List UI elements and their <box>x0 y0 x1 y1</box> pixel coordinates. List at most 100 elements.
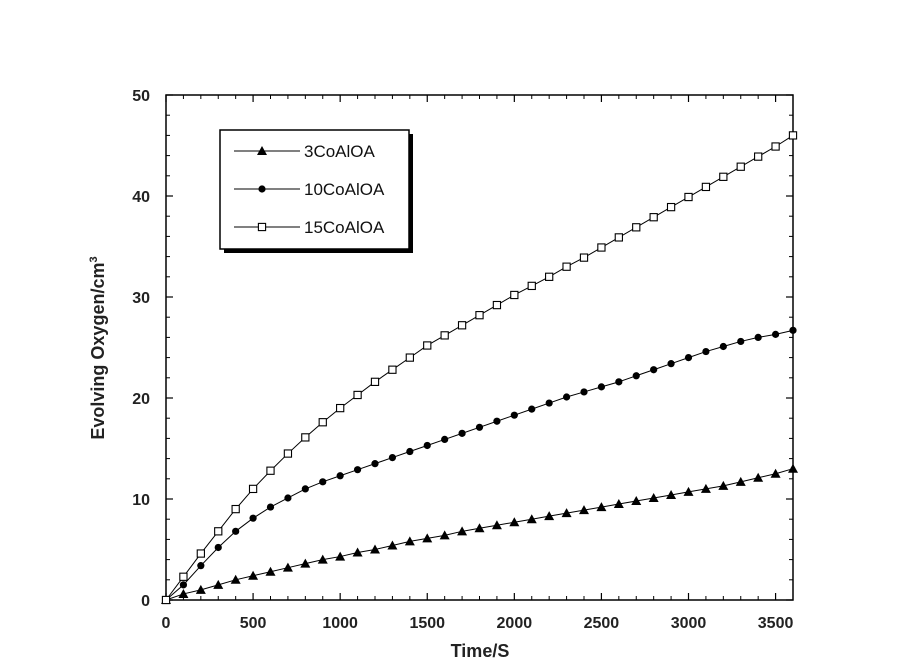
series-3CoAlOA <box>161 463 798 604</box>
data-point <box>648 492 659 502</box>
x-tick-label: 2500 <box>584 615 620 632</box>
data-point <box>789 326 797 334</box>
data-point <box>336 472 344 480</box>
x-tick-label: 3000 <box>671 615 707 632</box>
y-axis-title-main: Evolving Oxygen/cm <box>88 263 108 440</box>
data-point <box>509 517 520 527</box>
data-point <box>231 504 240 514</box>
data-point <box>265 566 276 576</box>
data-point <box>510 411 518 419</box>
data-point <box>545 399 553 407</box>
data-point <box>249 514 257 522</box>
data-point <box>214 527 223 536</box>
data-point <box>406 447 414 456</box>
series-15CoAlOA <box>161 131 798 605</box>
y-tick-label: 30 <box>132 290 150 307</box>
data-point <box>232 527 240 535</box>
data-point <box>631 496 642 506</box>
data-point <box>632 223 641 232</box>
data-point <box>719 172 728 181</box>
data-point <box>753 472 764 482</box>
legend-item: 3CoAlOA <box>234 142 376 161</box>
x-tick-label: 500 <box>240 615 267 632</box>
data-point <box>667 360 675 368</box>
data-point <box>300 558 311 568</box>
data-point <box>230 574 241 584</box>
data-point <box>283 449 293 458</box>
y-tick-label: 0 <box>141 593 150 610</box>
data-point <box>493 417 501 425</box>
data-point <box>544 511 555 521</box>
data-point <box>457 321 467 330</box>
data-point <box>317 554 328 564</box>
data-point <box>597 383 606 391</box>
series-layer <box>161 131 798 605</box>
data-point <box>248 570 259 580</box>
data-point <box>284 494 292 502</box>
data-point <box>491 520 502 530</box>
data-point <box>492 300 502 310</box>
data-point <box>528 405 536 413</box>
data-point <box>422 533 433 543</box>
data-point <box>666 202 676 212</box>
data-point <box>579 253 589 262</box>
data-point <box>388 365 397 374</box>
data-point <box>370 377 380 386</box>
legend-label: 3CoAlOA <box>304 142 376 161</box>
data-point <box>301 433 310 442</box>
data-point <box>613 499 624 509</box>
data-point <box>335 551 346 561</box>
legend: 3CoAlOA 10CoAlOA 15CoAlOA <box>219 129 413 253</box>
legend-item: 15CoAlOA <box>234 218 385 237</box>
data-point <box>754 333 762 341</box>
data-point <box>527 281 536 291</box>
data-point <box>545 272 554 281</box>
data-point <box>282 562 293 572</box>
data-point <box>788 463 798 473</box>
data-point <box>719 342 727 351</box>
y-tick-label: 10 <box>132 492 150 509</box>
data-point <box>684 354 693 362</box>
data-point <box>179 572 188 581</box>
data-point <box>562 262 571 271</box>
data-point <box>701 182 711 192</box>
data-point <box>700 483 711 493</box>
data-point <box>649 213 658 222</box>
data-point <box>195 584 206 594</box>
legend-label: 10CoAlOA <box>304 180 385 199</box>
data-point <box>404 536 415 546</box>
data-point <box>754 152 763 161</box>
data-point <box>179 581 188 589</box>
data-point <box>387 540 398 550</box>
x-axis-title: Time/S <box>451 641 510 661</box>
data-point <box>737 337 745 346</box>
data-point <box>770 468 781 478</box>
data-point <box>788 131 798 140</box>
data-point <box>579 505 589 515</box>
y-tick-label: 50 <box>132 88 150 105</box>
data-point <box>353 466 362 474</box>
data-point <box>684 192 693 202</box>
y-axis-title: Evolving Oxygen/cm3 <box>88 256 108 439</box>
data-point <box>441 435 449 444</box>
data-point <box>666 489 677 499</box>
x-tick-label: 1000 <box>322 615 358 632</box>
data-point <box>336 403 345 413</box>
data-point <box>474 523 485 533</box>
data-point <box>161 595 171 605</box>
data-point <box>457 526 468 536</box>
legend-marker <box>258 185 266 193</box>
data-point <box>352 547 363 557</box>
data-point <box>615 378 623 386</box>
x-tick-label: 2000 <box>497 615 533 632</box>
legend-marker <box>257 146 267 155</box>
x-tick-label: 0 <box>162 615 171 632</box>
data-point <box>213 579 224 589</box>
data-point <box>718 480 729 490</box>
data-point <box>353 390 362 400</box>
data-point <box>319 478 327 486</box>
data-point <box>423 341 432 350</box>
data-point <box>196 549 205 558</box>
data-point <box>439 530 450 540</box>
